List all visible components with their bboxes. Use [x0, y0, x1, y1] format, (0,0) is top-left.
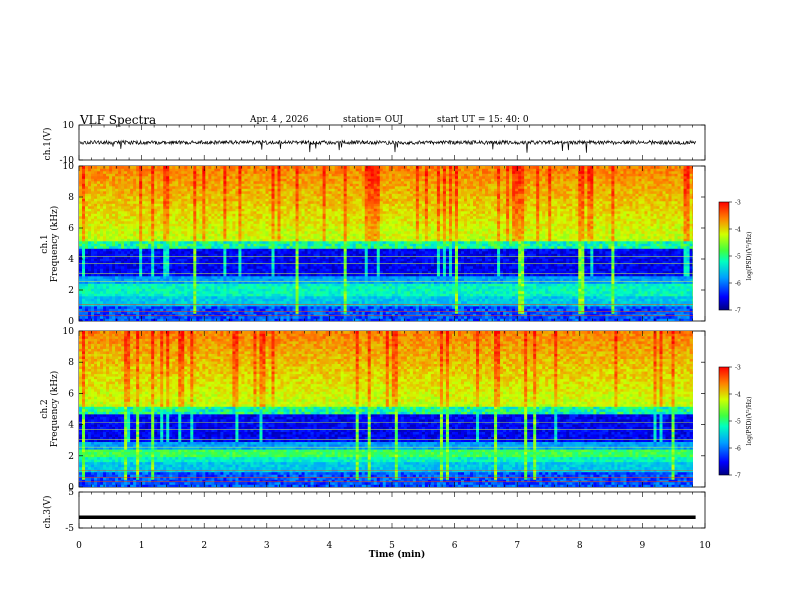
x-tick-label: 10 — [699, 541, 711, 551]
ch2-spec-ytick-label: 8 — [68, 358, 74, 368]
ch1-wave-ytick-label: -10 — [60, 156, 75, 166]
ch1-wave-ylabel: ch.1(V) — [42, 128, 53, 161]
ch1-spec-ytick-label: 8 — [68, 193, 74, 203]
ch1-waveform-line — [79, 139, 696, 153]
colorbar-tick-label: -3 — [735, 200, 741, 207]
station-label: station= OUJ — [343, 115, 403, 125]
colorbar-tick-label: -5 — [735, 419, 741, 426]
ch1-wave-ytick-label: 10 — [63, 121, 75, 131]
ch3-wave-ytick-label: -5 — [65, 524, 74, 534]
ch3-wave-ylabel: ch.3(V) — [42, 496, 53, 529]
ch2-spec-ytick-label: 10 — [63, 327, 75, 337]
colorbar-tick-label: -5 — [735, 254, 741, 261]
ch3-wave-ytick-label: 5 — [68, 488, 74, 498]
colorbar-tick-label: -4 — [735, 392, 741, 399]
ch2-spec-ytick-label: 2 — [68, 452, 74, 462]
colorbar-tick-label: -4 — [735, 227, 741, 234]
ch1-spec-ytick-label: 6 — [68, 224, 74, 234]
ch2-spec-ylabel-a: ch.2 — [40, 399, 50, 418]
ch1-spectrogram — [79, 166, 693, 321]
ch2-colorbar-label: log(PSD)(V²/Hz) — [746, 397, 753, 446]
ch2-spec-ytick-label: 4 — [68, 421, 74, 431]
x-tick-label: 9 — [640, 541, 646, 551]
colorbar-tick-label: -6 — [735, 446, 741, 453]
ch1-colorbar-label: log(PSD)(V²/Hz) — [746, 232, 753, 281]
x-tick-label: 5 — [389, 541, 395, 551]
ch1-spec-ytick-label: 10 — [63, 162, 75, 172]
x-tick-label: 6 — [452, 541, 458, 551]
x-axis-label: Time (min) — [369, 549, 426, 560]
x-tick-label: 3 — [264, 541, 270, 551]
ch1-spec-ylabel-b: Frequency (kHz) — [49, 206, 60, 283]
ch2-spec-ytick-label: 6 — [68, 389, 74, 399]
ch1-spec-ytick-label: 4 — [68, 255, 74, 265]
ch1-spec-ytick-label: 2 — [68, 286, 74, 296]
colorbar-tick-label: -6 — [735, 281, 741, 288]
ch1-spec-ytick-label: 0 — [68, 317, 74, 327]
figure-title: VLF Spectra — [80, 113, 156, 127]
colorbar-tick-label: -7 — [735, 308, 741, 315]
x-tick-label: 4 — [327, 541, 333, 551]
ch3-wave-frame — [78, 491, 706, 529]
x-tick-label: 0 — [76, 541, 82, 551]
ch2-spectrogram — [79, 331, 693, 487]
start-time-label: start UT = 15: 40: 0 — [437, 115, 529, 125]
x-tick-label: 8 — [577, 541, 583, 551]
ch2-spec-ylabel-b: Frequency (kHz) — [49, 371, 60, 448]
x-tick-label: 2 — [201, 541, 207, 551]
date-label: Apr. 4 , 2026 — [250, 115, 309, 125]
colorbar-tick-label: -3 — [735, 365, 741, 372]
x-tick-label: 7 — [514, 541, 520, 551]
x-tick-label: 1 — [139, 541, 145, 551]
ch2-spec-ytick-label: 0 — [68, 483, 74, 493]
ch1-spec-ylabel-a: ch.1 — [40, 234, 50, 253]
colorbar-tick-label: -7 — [735, 473, 741, 480]
